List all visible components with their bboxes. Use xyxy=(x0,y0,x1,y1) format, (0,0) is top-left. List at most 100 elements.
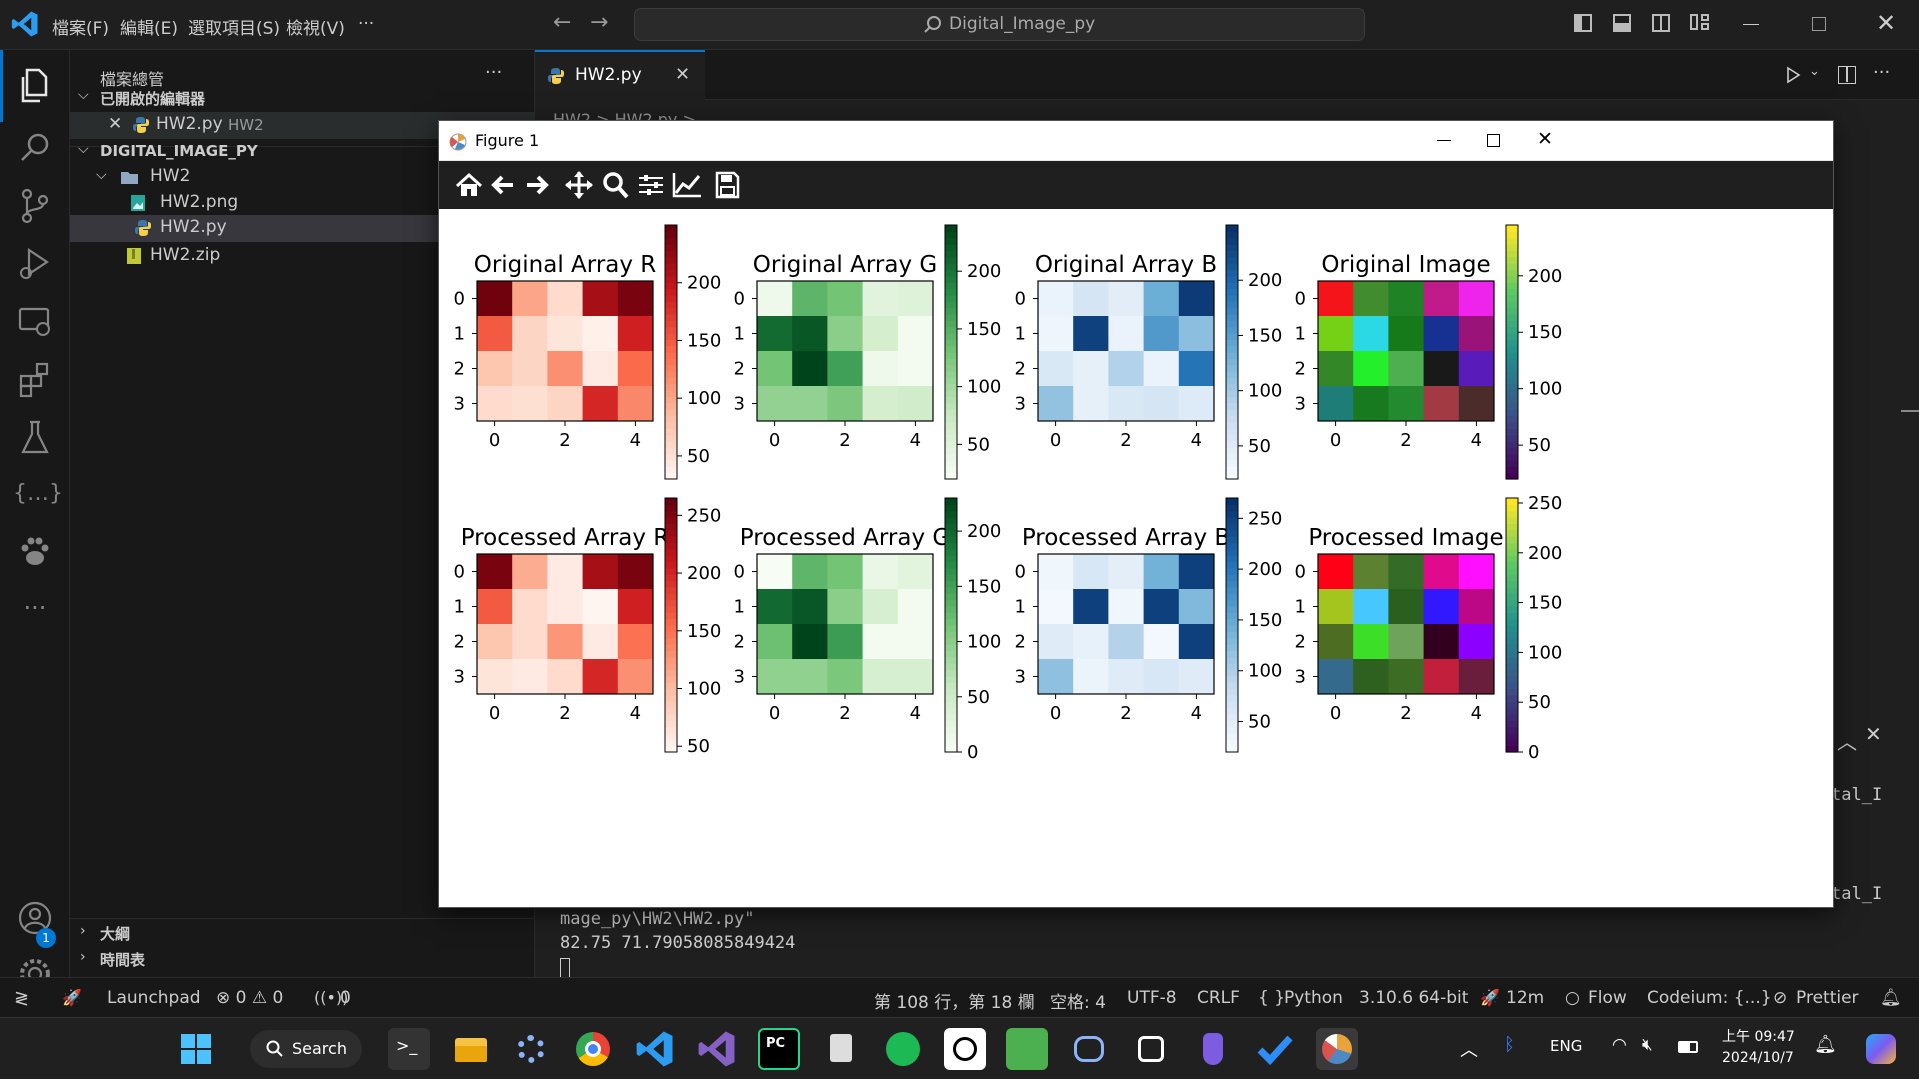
vscode-taskbar-icon[interactable] xyxy=(634,1028,676,1070)
json-icon[interactable]: {…} xyxy=(13,481,63,506)
explorer-more-button[interactable]: ··· xyxy=(485,62,503,83)
minimize-icon[interactable] xyxy=(1743,24,1759,25)
menu-more[interactable]: ··· xyxy=(358,14,375,34)
spotify-icon[interactable] xyxy=(882,1028,924,1070)
toggle-sidebar-icon[interactable] xyxy=(1574,14,1592,32)
codeium-status[interactable]: Codeium: {...} xyxy=(1647,988,1772,1008)
chatgpt-icon[interactable] xyxy=(944,1028,986,1070)
back-icon[interactable] xyxy=(485,169,521,201)
epic-games-icon[interactable] xyxy=(820,1028,862,1070)
run-dropdown-icon[interactable]: ⌄ xyxy=(1809,64,1820,79)
tray-overflow-icon[interactable]: ︿ xyxy=(1460,1040,1478,1061)
copilot-icon[interactable] xyxy=(1860,1028,1902,1070)
tree-item-folder[interactable]: HW2 xyxy=(150,166,191,186)
nav-forward-icon[interactable]: → xyxy=(590,10,609,35)
close-editor-icon[interactable]: ✕ xyxy=(108,114,123,134)
tab-close-icon[interactable]: ✕ xyxy=(675,64,691,85)
ports-count[interactable]: 0 xyxy=(340,988,351,1008)
pycharm-icon[interactable]: PC xyxy=(758,1028,800,1070)
home-icon[interactable] xyxy=(451,169,487,201)
extensions-icon[interactable] xyxy=(13,358,57,402)
figure-maximize-icon[interactable] xyxy=(1487,134,1500,147)
tree-item-png[interactable]: HW2.png xyxy=(160,192,239,212)
testing-icon[interactable] xyxy=(13,416,57,460)
search-icon[interactable] xyxy=(13,126,57,170)
toggle-secondary-sidebar-icon[interactable] xyxy=(1652,14,1670,32)
cloud-app-icon[interactable] xyxy=(1006,1028,1048,1070)
paw-icon[interactable] xyxy=(13,530,57,574)
battery-icon[interactable] xyxy=(1678,1041,1698,1053)
close-panel-icon[interactable]: ✕ xyxy=(1865,722,1882,746)
remote-app-icon[interactable] xyxy=(1068,1028,1110,1070)
vscode-logo-icon[interactable] xyxy=(10,9,40,39)
explorer-icon[interactable] xyxy=(13,64,57,108)
settings-app-icon[interactable] xyxy=(510,1028,552,1070)
editor-more-icon[interactable]: ··· xyxy=(1873,62,1891,83)
accounts-icon[interactable] xyxy=(13,896,57,940)
zoom-icon[interactable] xyxy=(597,169,633,201)
timeline-section[interactable]: 時間表 xyxy=(100,951,146,969)
open-editors-section[interactable]: 已開啟的編輯器 xyxy=(100,90,206,108)
prettier-status[interactable]: Prettier xyxy=(1796,988,1859,1008)
toggle-panel-icon[interactable] xyxy=(1613,14,1631,32)
run-icon[interactable] xyxy=(1783,65,1803,85)
notifications-bell-icon[interactable]: 🔔︎ xyxy=(1880,988,1902,1008)
menu-selection[interactable]: 選取項目(S) xyxy=(188,19,281,39)
encoding[interactable]: UTF-8 xyxy=(1127,988,1177,1008)
terminal-app-icon[interactable]: >_ xyxy=(388,1028,430,1070)
run-debug-icon[interactable] xyxy=(13,242,57,286)
workspace-section[interactable]: DIGITAL_IMAGE_PY xyxy=(100,142,258,160)
source-control-icon[interactable] xyxy=(13,184,57,228)
chevron-down-icon[interactable]: ⌵ xyxy=(96,167,107,183)
chevron-right-icon[interactable]: › xyxy=(80,949,86,965)
menu-edit[interactable]: 編輯(E) xyxy=(120,19,179,39)
nav-back-icon[interactable]: ← xyxy=(553,10,572,35)
problems-indicator[interactable]: ⊗ 0 ⚠ 0 xyxy=(216,988,284,1008)
chevron-down-icon[interactable]: ⌵ xyxy=(78,87,89,103)
command-center-search[interactable]: Digital_Image_py xyxy=(634,8,1365,41)
maximize-panel-icon[interactable]: ︿ xyxy=(1837,730,1857,754)
pan-icon[interactable] xyxy=(561,169,597,201)
forward-icon[interactable] xyxy=(519,169,555,201)
split-editor-icon[interactable] xyxy=(1838,66,1856,84)
outline-section[interactable]: 大綱 xyxy=(100,925,131,943)
configure-icon[interactable] xyxy=(633,169,669,201)
capcut-icon[interactable] xyxy=(1130,1028,1172,1070)
save-icon[interactable] xyxy=(709,169,745,201)
axes-icon[interactable] xyxy=(669,169,705,201)
volume-mute-icon[interactable]: 🔇︎ xyxy=(1642,1035,1653,1055)
matplotlib-taskbar-icon[interactable] xyxy=(1316,1028,1358,1070)
input-language[interactable]: ENG xyxy=(1550,1037,1583,1055)
python-interpreter[interactable]: 3.10.6 64-bit xyxy=(1359,988,1469,1008)
windows-start-icon[interactable] xyxy=(175,1028,217,1070)
figure-canvas[interactable]: Original Array R 0 1 2 3 0 2 4 200 150 100 50 Origin… xyxy=(439,209,1833,907)
chevron-right-icon[interactable]: › xyxy=(80,923,86,939)
taskbar-search[interactable]: Search xyxy=(250,1030,362,1068)
notification-icon[interactable]: 🔔︎ xyxy=(1814,1034,1837,1055)
file-explorer-icon[interactable] xyxy=(450,1028,492,1070)
line-endings[interactable]: CRLF xyxy=(1197,988,1240,1008)
tree-item-zip[interactable]: HW2.zip xyxy=(150,245,221,265)
customize-layout-icon[interactable] xyxy=(1690,14,1710,32)
clock-time[interactable]: 上午 09:47 xyxy=(1722,1029,1795,1045)
launchpad-button[interactable]: Launchpad xyxy=(107,988,201,1008)
close-icon[interactable]: ✕ xyxy=(1876,9,1897,37)
remote-indicator-icon[interactable]: ≷ xyxy=(14,988,30,1009)
indentation[interactable]: 空格: 4 xyxy=(1050,993,1106,1013)
language-mode[interactable]: Python xyxy=(1284,988,1343,1008)
wifi-icon[interactable]: ◠ xyxy=(1612,1035,1627,1055)
obsidian-icon[interactable] xyxy=(1192,1028,1234,1070)
menu-file[interactable]: 檔案(F) xyxy=(52,19,110,39)
chevron-down-icon[interactable]: ⌵ xyxy=(78,141,89,157)
chrome-icon[interactable] xyxy=(572,1028,614,1070)
figure-close-icon[interactable]: ✕ xyxy=(1537,128,1553,150)
remote-explorer-icon[interactable] xyxy=(13,300,57,344)
clock-date[interactable]: 2024/10/7 xyxy=(1722,1050,1794,1066)
restore-icon[interactable] xyxy=(1812,17,1826,31)
figure-minimize-icon[interactable] xyxy=(1437,140,1451,141)
todo-icon[interactable] xyxy=(1254,1028,1296,1070)
flow-status[interactable]: Flow xyxy=(1588,988,1627,1008)
matplotlib-figure-window[interactable]: Figure 1 ✕ Original Array R 0 1 2 3 0 2 4 200 150… xyxy=(438,120,1834,908)
cursor-position[interactable]: 第 108 行，第 18 欄 xyxy=(874,993,1035,1013)
tab-hw2py[interactable]: HW2.py ✕ xyxy=(535,50,705,100)
